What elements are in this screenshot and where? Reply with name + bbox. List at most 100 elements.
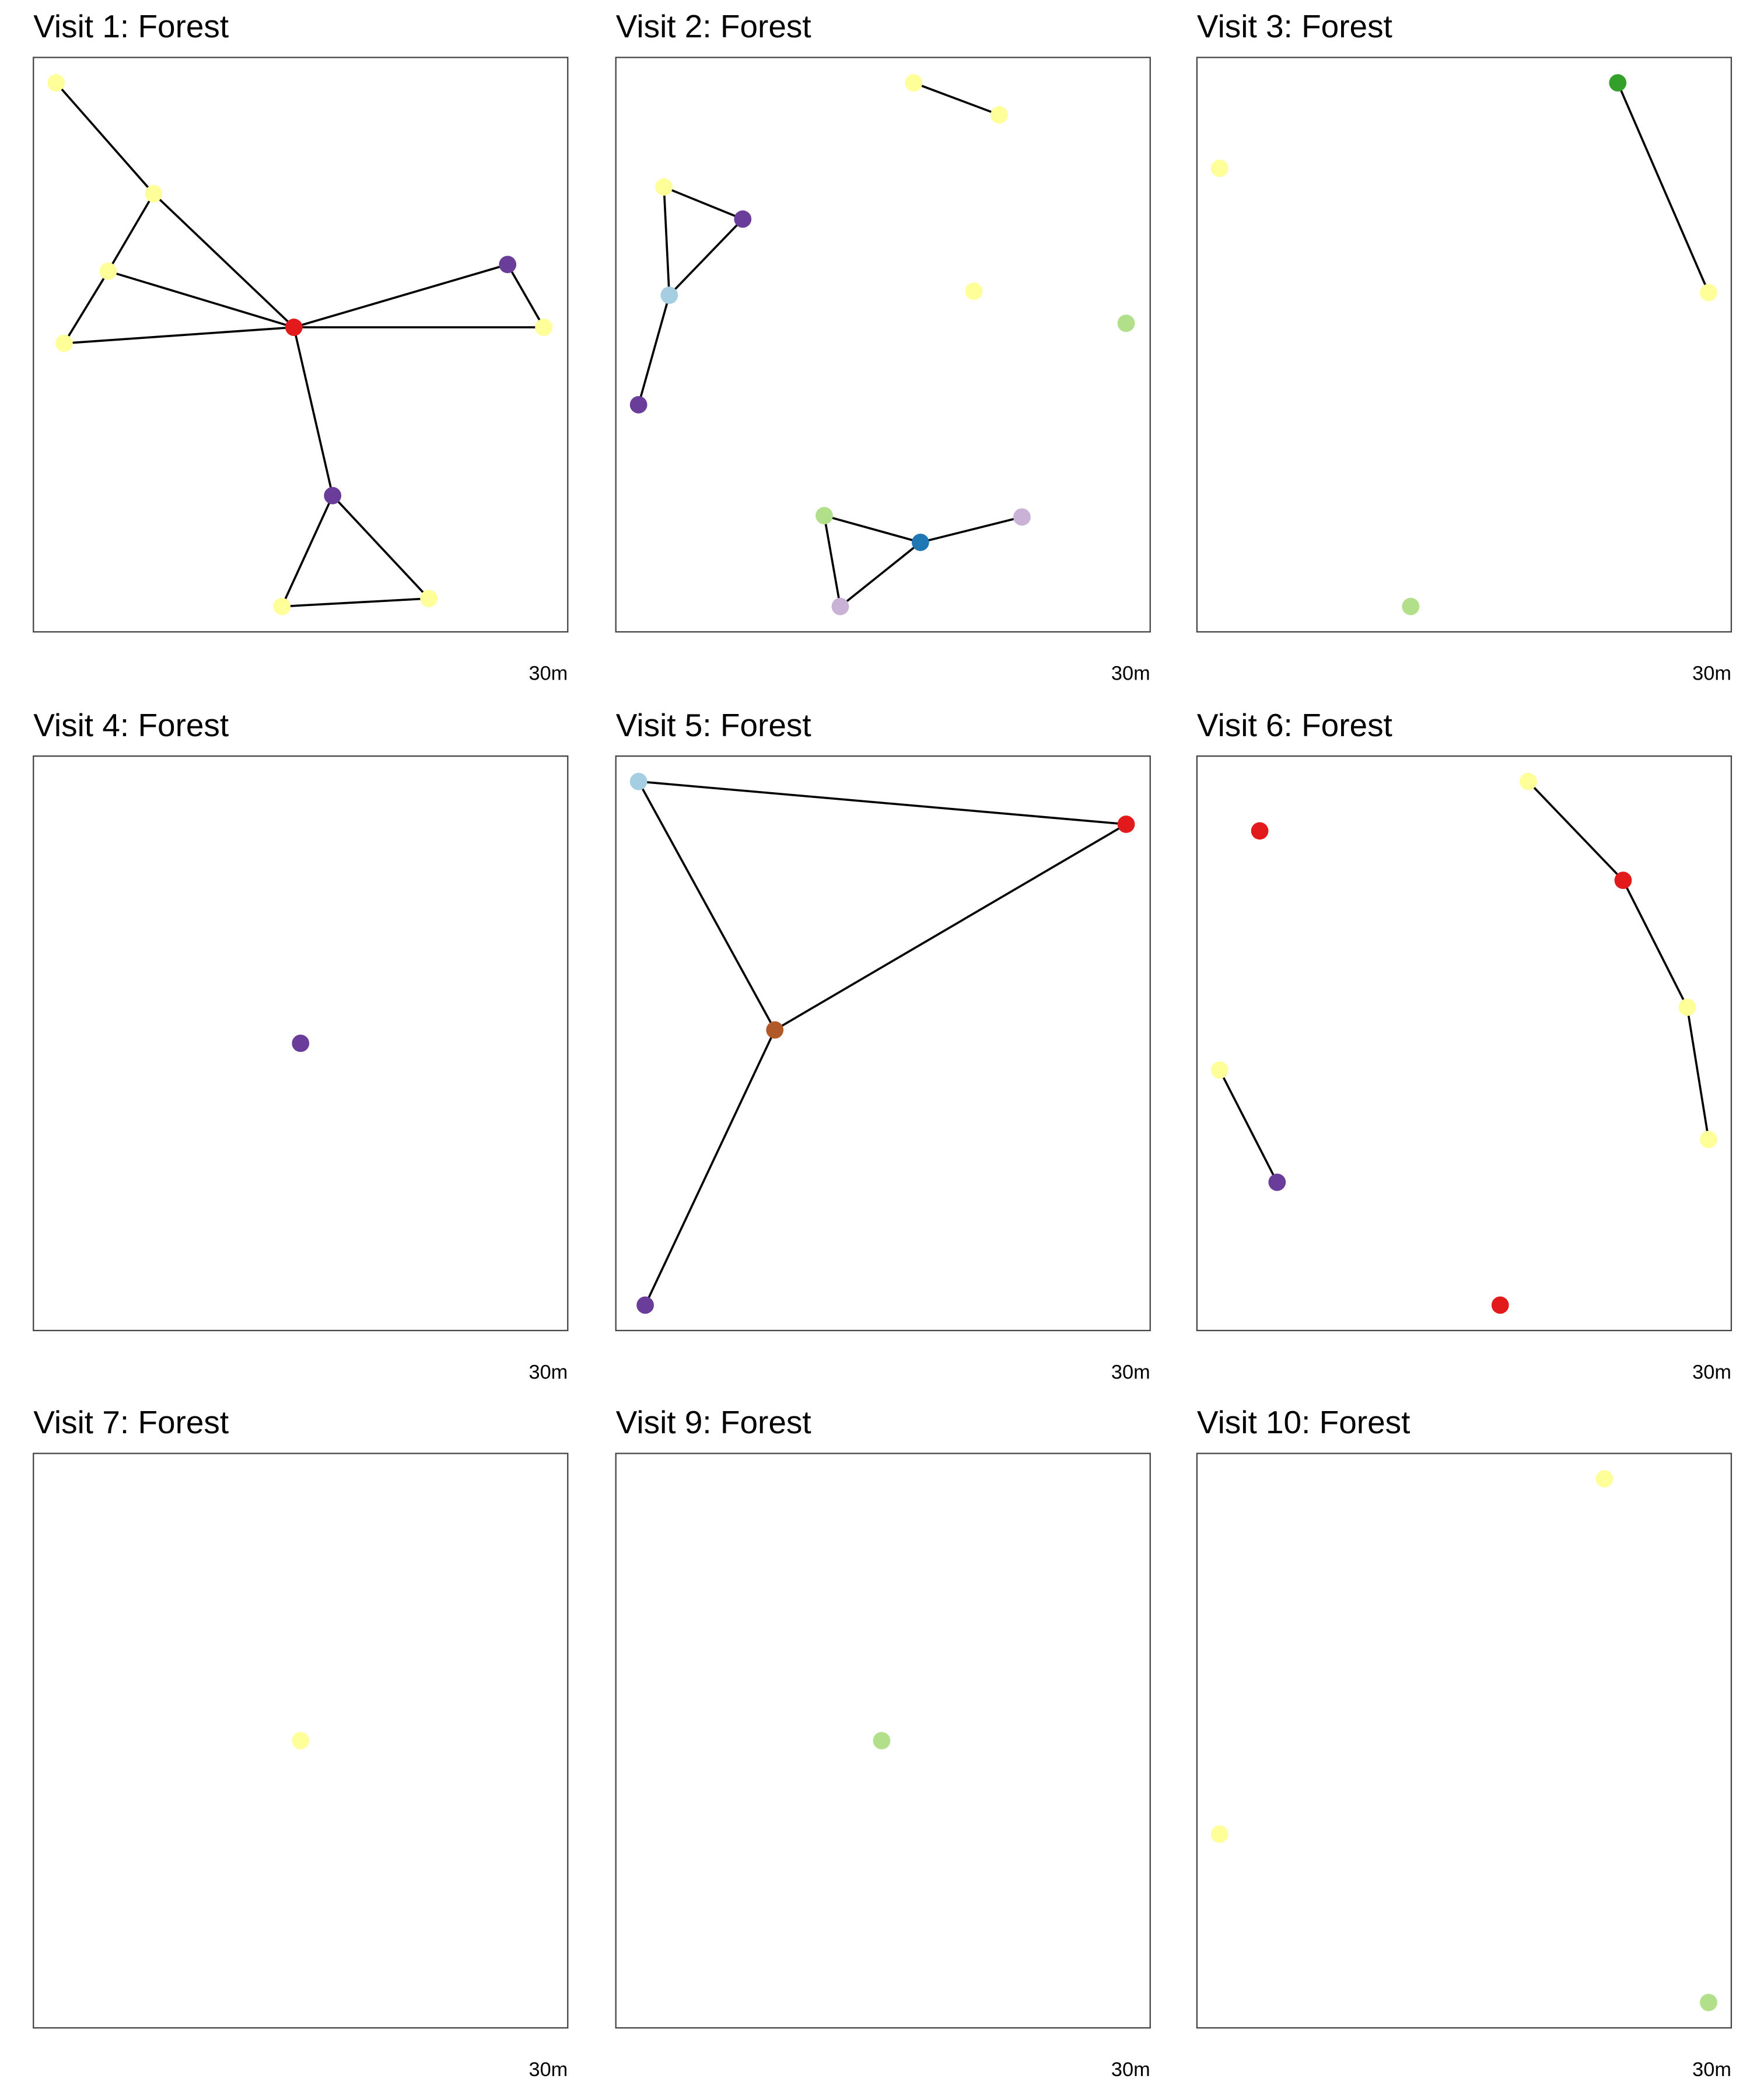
- node: [1402, 597, 1420, 615]
- edge: [638, 780, 776, 1031]
- node: [324, 487, 342, 505]
- edge: [774, 823, 1127, 1031]
- node: [273, 597, 291, 615]
- edge: [663, 186, 743, 220]
- panel-title: Visit 2: Forest: [616, 8, 811, 44]
- node: [285, 318, 303, 336]
- node: [873, 1732, 891, 1749]
- node: [145, 185, 163, 202]
- edge: [1219, 1069, 1278, 1183]
- panel: Visit 1: Forest 30m: [33, 8, 569, 685]
- node: [1700, 1130, 1717, 1149]
- node: [1268, 1173, 1286, 1191]
- node: [1519, 772, 1537, 790]
- node: [911, 533, 929, 551]
- edge: [331, 495, 430, 600]
- edge: [644, 1029, 776, 1306]
- node: [292, 1034, 310, 1052]
- edge: [63, 270, 110, 344]
- edge: [281, 495, 334, 607]
- panel-title: Visit 3: Forest: [1197, 8, 1392, 44]
- node: [636, 1296, 654, 1314]
- edge: [1686, 1007, 1710, 1140]
- panel-title: Visit 7: Forest: [33, 1404, 229, 1440]
- scale-label: 30m: [1692, 2059, 1731, 2081]
- edge: [1622, 880, 1689, 1008]
- edge: [293, 263, 508, 328]
- node: [420, 590, 438, 607]
- edge: [823, 515, 842, 607]
- edge: [293, 327, 334, 496]
- edge: [107, 270, 295, 328]
- node: [1678, 998, 1696, 1016]
- edge: [107, 193, 155, 272]
- node: [99, 262, 117, 280]
- node: [1117, 314, 1135, 332]
- panel: Visit 10: Forest 30m: [1196, 1404, 1732, 2081]
- node: [55, 334, 73, 352]
- edge: [920, 516, 1023, 544]
- panel-title: Visit 10: Forest: [1197, 1404, 1410, 1440]
- panel: Visit 4: Forest 30m: [33, 707, 569, 1383]
- panel-frame: [615, 1452, 1151, 2029]
- panel: Visit 5: Forest 30m: [615, 707, 1151, 1383]
- node: [499, 256, 517, 274]
- node: [1595, 1470, 1614, 1488]
- node: [766, 1021, 784, 1039]
- node: [1700, 284, 1717, 302]
- node: [1609, 74, 1627, 92]
- scale-label: 30m: [1111, 663, 1150, 685]
- edge: [668, 218, 744, 296]
- node: [1013, 508, 1031, 526]
- node: [660, 286, 678, 304]
- node: [1700, 1993, 1717, 2011]
- edge: [1616, 82, 1710, 293]
- node: [1251, 822, 1269, 840]
- node: [629, 396, 648, 414]
- panel-frame: [615, 755, 1151, 1332]
- scale-label: 30m: [1111, 1361, 1150, 1383]
- node: [629, 772, 648, 790]
- panel: Visit 7: Forest 30m: [33, 1404, 569, 2081]
- edge: [506, 264, 545, 328]
- node: [1210, 1825, 1228, 1843]
- node: [831, 597, 849, 615]
- node: [991, 106, 1008, 124]
- edge: [663, 187, 671, 296]
- panel: Visit 6: Forest 30m: [1196, 707, 1732, 1383]
- panel-title: Visit 9: Forest: [616, 1404, 811, 1440]
- scale-label: 30m: [528, 1361, 568, 1383]
- edge: [824, 514, 921, 544]
- edge: [839, 541, 922, 608]
- edge: [153, 192, 295, 328]
- node: [905, 74, 923, 92]
- scale-label: 30m: [1692, 1361, 1731, 1383]
- node: [1210, 159, 1228, 177]
- panel-frame: [1196, 57, 1732, 633]
- panel-frame: [615, 57, 1151, 633]
- panel: Visit 2: Forest 30m: [615, 8, 1151, 685]
- edge: [282, 597, 429, 608]
- node: [47, 74, 65, 92]
- scale-label: 30m: [528, 663, 568, 685]
- edge: [64, 326, 294, 345]
- scale-label: 30m: [528, 2059, 568, 2081]
- node: [292, 1732, 310, 1749]
- panel: Visit 3: Forest 30m: [1196, 8, 1732, 685]
- edge: [1527, 780, 1624, 881]
- panel-frame: [33, 755, 569, 1332]
- panel-title: Visit 5: Forest: [616, 707, 811, 743]
- panel-frame: [1196, 755, 1732, 1332]
- node: [816, 507, 833, 524]
- scale-label: 30m: [1111, 2059, 1150, 2081]
- panel-frame: [1196, 1452, 1732, 2029]
- panel: Visit 9: Forest 30m: [615, 1404, 1151, 2081]
- node: [1614, 872, 1632, 890]
- node: [1210, 1061, 1228, 1079]
- panel-title: Visit 1: Forest: [33, 8, 229, 44]
- edge: [637, 295, 671, 405]
- node: [655, 178, 673, 196]
- edge: [913, 82, 1000, 116]
